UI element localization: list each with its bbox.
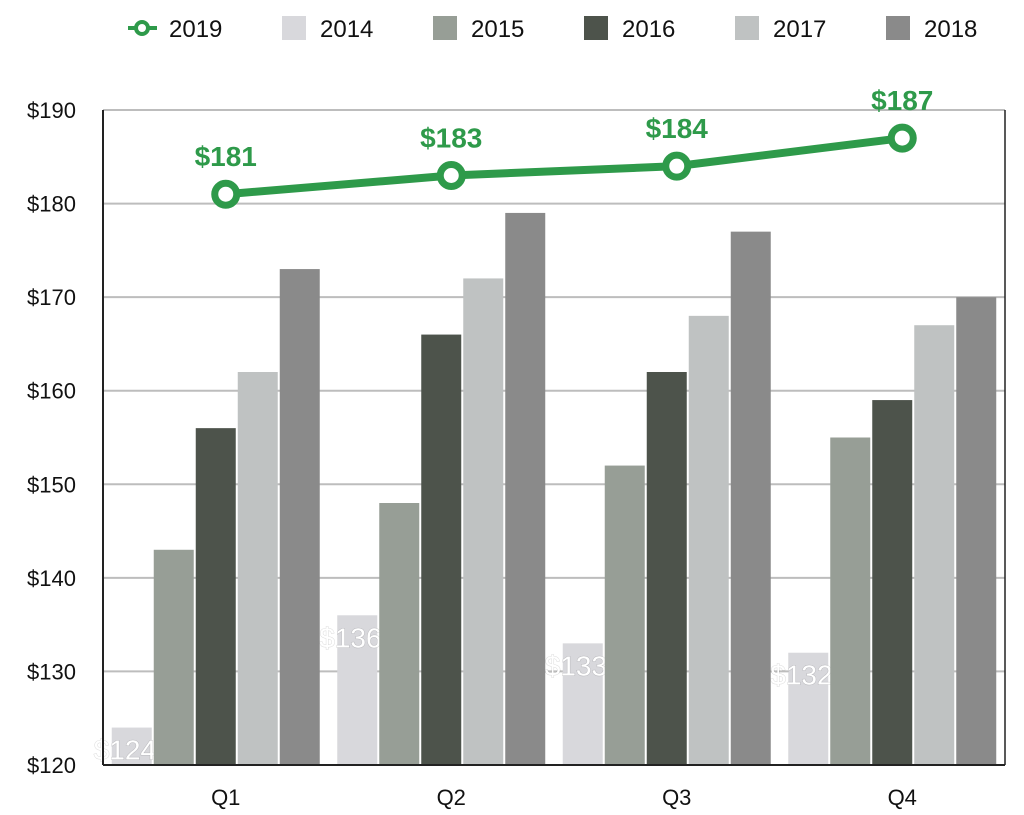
legend-swatch (282, 16, 306, 40)
bar-value-label: $133 (545, 650, 607, 681)
x-tick-label: Q1 (211, 785, 240, 810)
bar-2016-Q3 (646, 372, 687, 765)
bar-2014-Q4 (788, 652, 829, 765)
bar-2015-Q3 (604, 465, 645, 765)
line-series: $181 $183 $184 $187 (195, 85, 933, 209)
bar-2017-Q3 (688, 315, 729, 765)
legend: 2019 2014 2015 2016 2017 2018 (128, 16, 977, 43)
y-tick-label: $140 (27, 566, 76, 591)
bar-2014-Q2 (337, 615, 378, 765)
bar-2016-Q1 (195, 428, 236, 765)
legend-swatch (735, 16, 759, 40)
bar-value-label: $136 (319, 622, 381, 653)
line-point (211, 179, 241, 209)
bar-2014-Q1 (111, 727, 152, 765)
line-value-label: $187 (871, 85, 933, 116)
legend-label: 2017 (773, 16, 826, 43)
y-tick-label: $170 (27, 285, 76, 310)
bar-2017-Q1 (237, 372, 278, 765)
bar-value-label: $132 (770, 660, 832, 691)
bar-2018-Q1 (279, 269, 320, 765)
x-tick-label: Q4 (888, 785, 917, 810)
x-tick-label: Q3 (662, 785, 691, 810)
legend-label: 2018 (924, 16, 977, 43)
legend-label: 2019 (169, 16, 222, 43)
y-tick-label: $120 (27, 753, 76, 778)
bar-2018-Q2 (505, 212, 546, 765)
line-point (662, 151, 692, 181)
line-2019 (221, 134, 907, 199)
bar-2017-Q4 (914, 325, 955, 765)
bar-2017-Q2 (463, 278, 504, 765)
y-tick-label: $130 (27, 659, 76, 684)
line-point (887, 123, 917, 153)
legend-swatch (886, 16, 910, 40)
legend-marker (134, 20, 150, 36)
y-tick-label: $150 (27, 472, 76, 497)
line-value-label: $184 (646, 113, 709, 144)
axes: $120 $130 $140 $150 $160 $170 $180 $190 Q1 Q2 Q3 Q4 (27, 98, 1006, 810)
bar-2015-Q4 (830, 437, 871, 765)
bar-2016-Q2 (421, 334, 462, 765)
x-tick-label: Q2 (437, 785, 466, 810)
bar-2014-Q3 (562, 643, 603, 765)
line-value-label: $183 (420, 123, 482, 154)
bar-2015-Q1 (153, 549, 194, 765)
y-tick-label: $180 (27, 192, 76, 217)
legend-label: 2016 (622, 16, 675, 43)
bars: $124$136$133 $132 (93, 212, 997, 766)
y-tick-label: $190 (27, 98, 76, 123)
y-tick-label: $160 (27, 379, 76, 404)
legend-swatch (433, 16, 457, 40)
legend-swatch (584, 16, 608, 40)
legend-label: 2015 (471, 16, 524, 43)
legend-label: 2014 (320, 16, 373, 43)
line-value-label: $181 (195, 141, 257, 172)
bar-2015-Q2 (379, 503, 420, 765)
line-point (436, 161, 466, 190)
bar-2018-Q3 (730, 231, 771, 766)
bar-2018-Q4 (956, 297, 997, 765)
bar-2016-Q4 (872, 400, 913, 765)
